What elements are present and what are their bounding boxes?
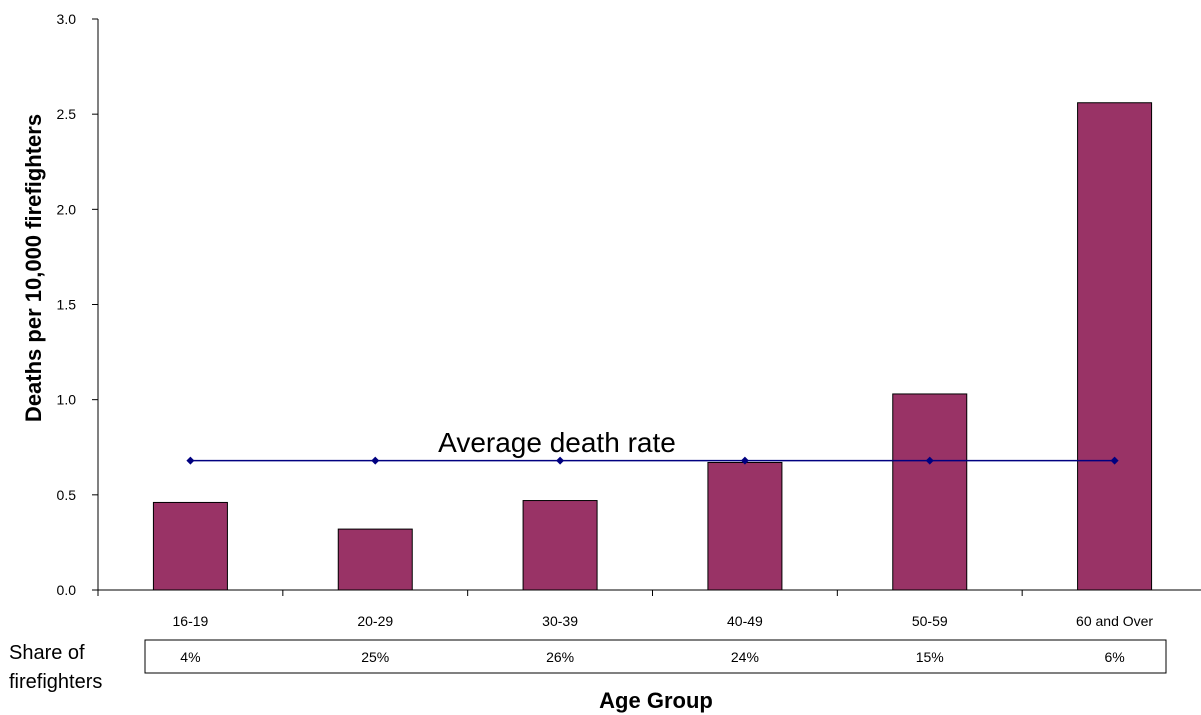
average-line-marker <box>371 456 380 465</box>
bars <box>152 102 1153 591</box>
x-tick-label: 40-49 <box>727 613 763 629</box>
bar-50-59 <box>892 393 968 591</box>
y-axis: 0.0 0.5 1.0 1.5 2.0 2.5 3.0 <box>57 11 99 598</box>
bar-30-39 <box>522 500 598 591</box>
x-tick-label: 20-29 <box>357 613 393 629</box>
y-tick-label: 2.0 <box>57 201 77 217</box>
bar-40-49 <box>707 461 783 591</box>
share-value: 26% <box>546 649 574 665</box>
average-line-marker <box>740 456 749 465</box>
share-table-label-line2: firefighters <box>9 671 102 693</box>
y-axis-title: Deaths per 10,000 firefighters <box>21 114 46 422</box>
x-axis <box>97 589 1201 596</box>
y-tick-label: 0.5 <box>57 487 77 503</box>
share-value: 24% <box>731 649 759 665</box>
x-tick-label: 60 and Over <box>1076 613 1153 629</box>
y-tick-label: 1.0 <box>57 392 77 408</box>
share-table: Share of firefighters 4% 25% 26% 24% 15% 6% <box>9 639 1167 693</box>
x-tick-label: 16-19 <box>173 613 209 629</box>
share-value: 15% <box>916 649 944 665</box>
average-line-group <box>186 456 1119 465</box>
share-table-label-line1: Share of <box>9 642 85 664</box>
average-line-label: Average death rate <box>438 427 676 458</box>
share-value: 4% <box>180 649 200 665</box>
y-tick-label: 0.0 <box>57 582 77 598</box>
y-tick-label: 1.5 <box>57 297 77 313</box>
average-line-marker <box>1110 456 1119 465</box>
average-line-marker <box>556 456 565 465</box>
bar-20-29 <box>337 528 413 591</box>
share-value: 6% <box>1104 649 1124 665</box>
average-line-marker <box>925 456 934 465</box>
share-value: 25% <box>361 649 389 665</box>
share-table-box <box>144 639 1167 674</box>
y-tick-label: 2.5 <box>57 106 77 122</box>
x-axis-title: Age Group <box>599 688 713 713</box>
y-tick-label: 3.0 <box>57 11 77 27</box>
bar-60-and-over <box>1077 102 1153 591</box>
bar-16-19 <box>152 501 228 591</box>
x-tick-label: 50-59 <box>912 613 948 629</box>
x-tick-labels: 16-19 20-29 30-39 40-49 50-59 60 and Over <box>173 613 1154 629</box>
x-tick-label: 30-39 <box>542 613 578 629</box>
average-line-marker <box>186 456 195 465</box>
